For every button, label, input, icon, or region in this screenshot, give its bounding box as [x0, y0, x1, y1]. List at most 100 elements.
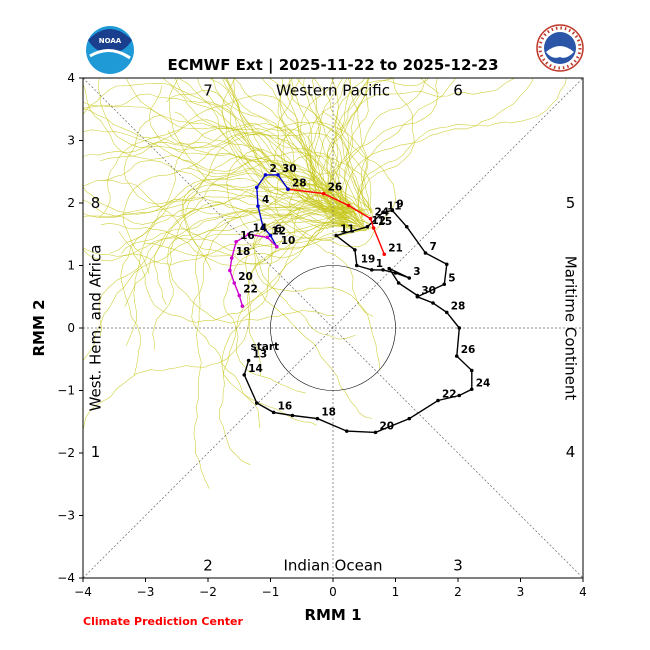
ensemble-member-line — [254, 192, 380, 370]
amplitude-unit-circle — [270, 265, 396, 391]
point-label: 9 — [396, 199, 403, 211]
point-label: 12 — [271, 225, 286, 237]
point-label: 14 — [253, 222, 268, 234]
point-label: 5 — [448, 272, 455, 284]
series-point — [268, 233, 273, 238]
point-label: 11 — [387, 200, 402, 212]
ensemble-member-line — [326, 78, 515, 224]
y-tick-label: 3 — [67, 134, 75, 148]
series-point — [404, 224, 409, 229]
region-label-left: West. Hem. and Africa — [87, 245, 105, 412]
series-point — [415, 293, 420, 298]
point-label: 18 — [321, 407, 336, 419]
ensemble-member-line — [277, 78, 344, 207]
region-label-right: Maritime Continent — [562, 256, 580, 401]
y-tick-label: 1 — [67, 259, 75, 273]
series-point — [382, 252, 387, 257]
series-point — [321, 191, 326, 196]
series-point — [407, 416, 412, 421]
ensemble-member-line — [289, 78, 368, 229]
point-label: 20 — [380, 420, 395, 432]
ensemble-member-line — [126, 78, 354, 222]
point-label: 16 — [240, 230, 255, 242]
series-point — [274, 244, 279, 249]
ensemble-member-line — [83, 201, 358, 361]
ensemble-member-line — [109, 123, 366, 254]
region-label-top: Western Pacific — [276, 82, 390, 100]
series-point — [276, 173, 280, 177]
series-point — [286, 187, 290, 192]
region-label-bottom: Indian Ocean — [283, 557, 382, 575]
series-point — [396, 281, 401, 285]
series-point — [290, 413, 295, 418]
series-point — [368, 216, 373, 221]
point-label: 28 — [451, 300, 466, 312]
series-point — [315, 416, 320, 421]
ensemble-member-line — [360, 78, 457, 214]
ensemble-member-line — [166, 89, 351, 208]
ensemble-member-line — [252, 221, 365, 340]
point-label: 6 — [275, 224, 282, 236]
series-point — [232, 281, 237, 285]
ensemble-member-line — [313, 78, 364, 218]
y-tick-label: 2 — [67, 196, 75, 210]
point-label: 15 — [378, 216, 393, 228]
y-tick-label: −1 — [57, 384, 75, 398]
series-point — [457, 393, 462, 398]
point-label: 10 — [281, 235, 296, 247]
ensemble-member-line — [219, 225, 358, 466]
ensemble-member-line — [182, 155, 350, 265]
ensemble-member-line — [178, 78, 349, 208]
series-point — [261, 224, 265, 229]
series-point — [457, 326, 462, 330]
ensemble-member-line — [312, 78, 349, 223]
ensemble-member-line — [191, 194, 364, 428]
series-point — [444, 262, 449, 267]
series-line — [256, 174, 289, 248]
point-label: 11 — [340, 224, 355, 236]
ensemble-member-line — [325, 78, 370, 226]
ensemble-member-line — [223, 78, 347, 228]
svg-text:NOAA: NOAA — [99, 37, 122, 45]
y-tick-label: −3 — [57, 509, 75, 523]
ensemble-member-line — [174, 111, 357, 216]
ensemble-member-line — [308, 78, 348, 231]
point-label: 7 — [430, 241, 437, 253]
series-point — [371, 226, 376, 230]
ensemble-member-line — [103, 159, 363, 230]
point-label: 1 — [376, 258, 383, 270]
point-label: 18 — [236, 246, 251, 258]
y-tick-label: −4 — [57, 571, 75, 585]
ensemble-member-line — [209, 78, 365, 230]
y-tick-label: −2 — [57, 446, 75, 460]
series-point — [246, 232, 251, 237]
ensemble-member-line — [83, 229, 367, 431]
ensemble-member-line — [83, 108, 354, 208]
ensemble-member-line — [261, 78, 344, 215]
ensemble-member-line — [222, 78, 349, 230]
series-point — [436, 398, 440, 403]
x-tick-label: −1 — [262, 585, 280, 599]
x-tick-label: 3 — [517, 585, 525, 599]
ensemble-member-line — [226, 78, 349, 221]
point-label: 24 — [375, 207, 390, 219]
ensemble-member-line — [98, 211, 356, 338]
series-point — [387, 266, 392, 271]
point-label: 12 — [371, 215, 386, 227]
ensemble-member-line — [83, 196, 355, 222]
noaa-logo: NOAA — [86, 26, 134, 74]
credit-label: Climate Prediction Center — [83, 615, 243, 628]
series-point — [381, 210, 385, 215]
series-point — [263, 173, 268, 177]
point-label: 2 — [270, 163, 277, 175]
series-point — [369, 268, 374, 272]
x-tick-label: 0 — [329, 585, 337, 599]
ensemble-member-line — [83, 189, 367, 230]
ensemble-member-line — [83, 83, 349, 225]
ensemble-member-line — [162, 78, 351, 224]
series-point — [246, 358, 251, 363]
series-point — [393, 271, 398, 275]
x-tick-label: −3 — [137, 585, 155, 599]
